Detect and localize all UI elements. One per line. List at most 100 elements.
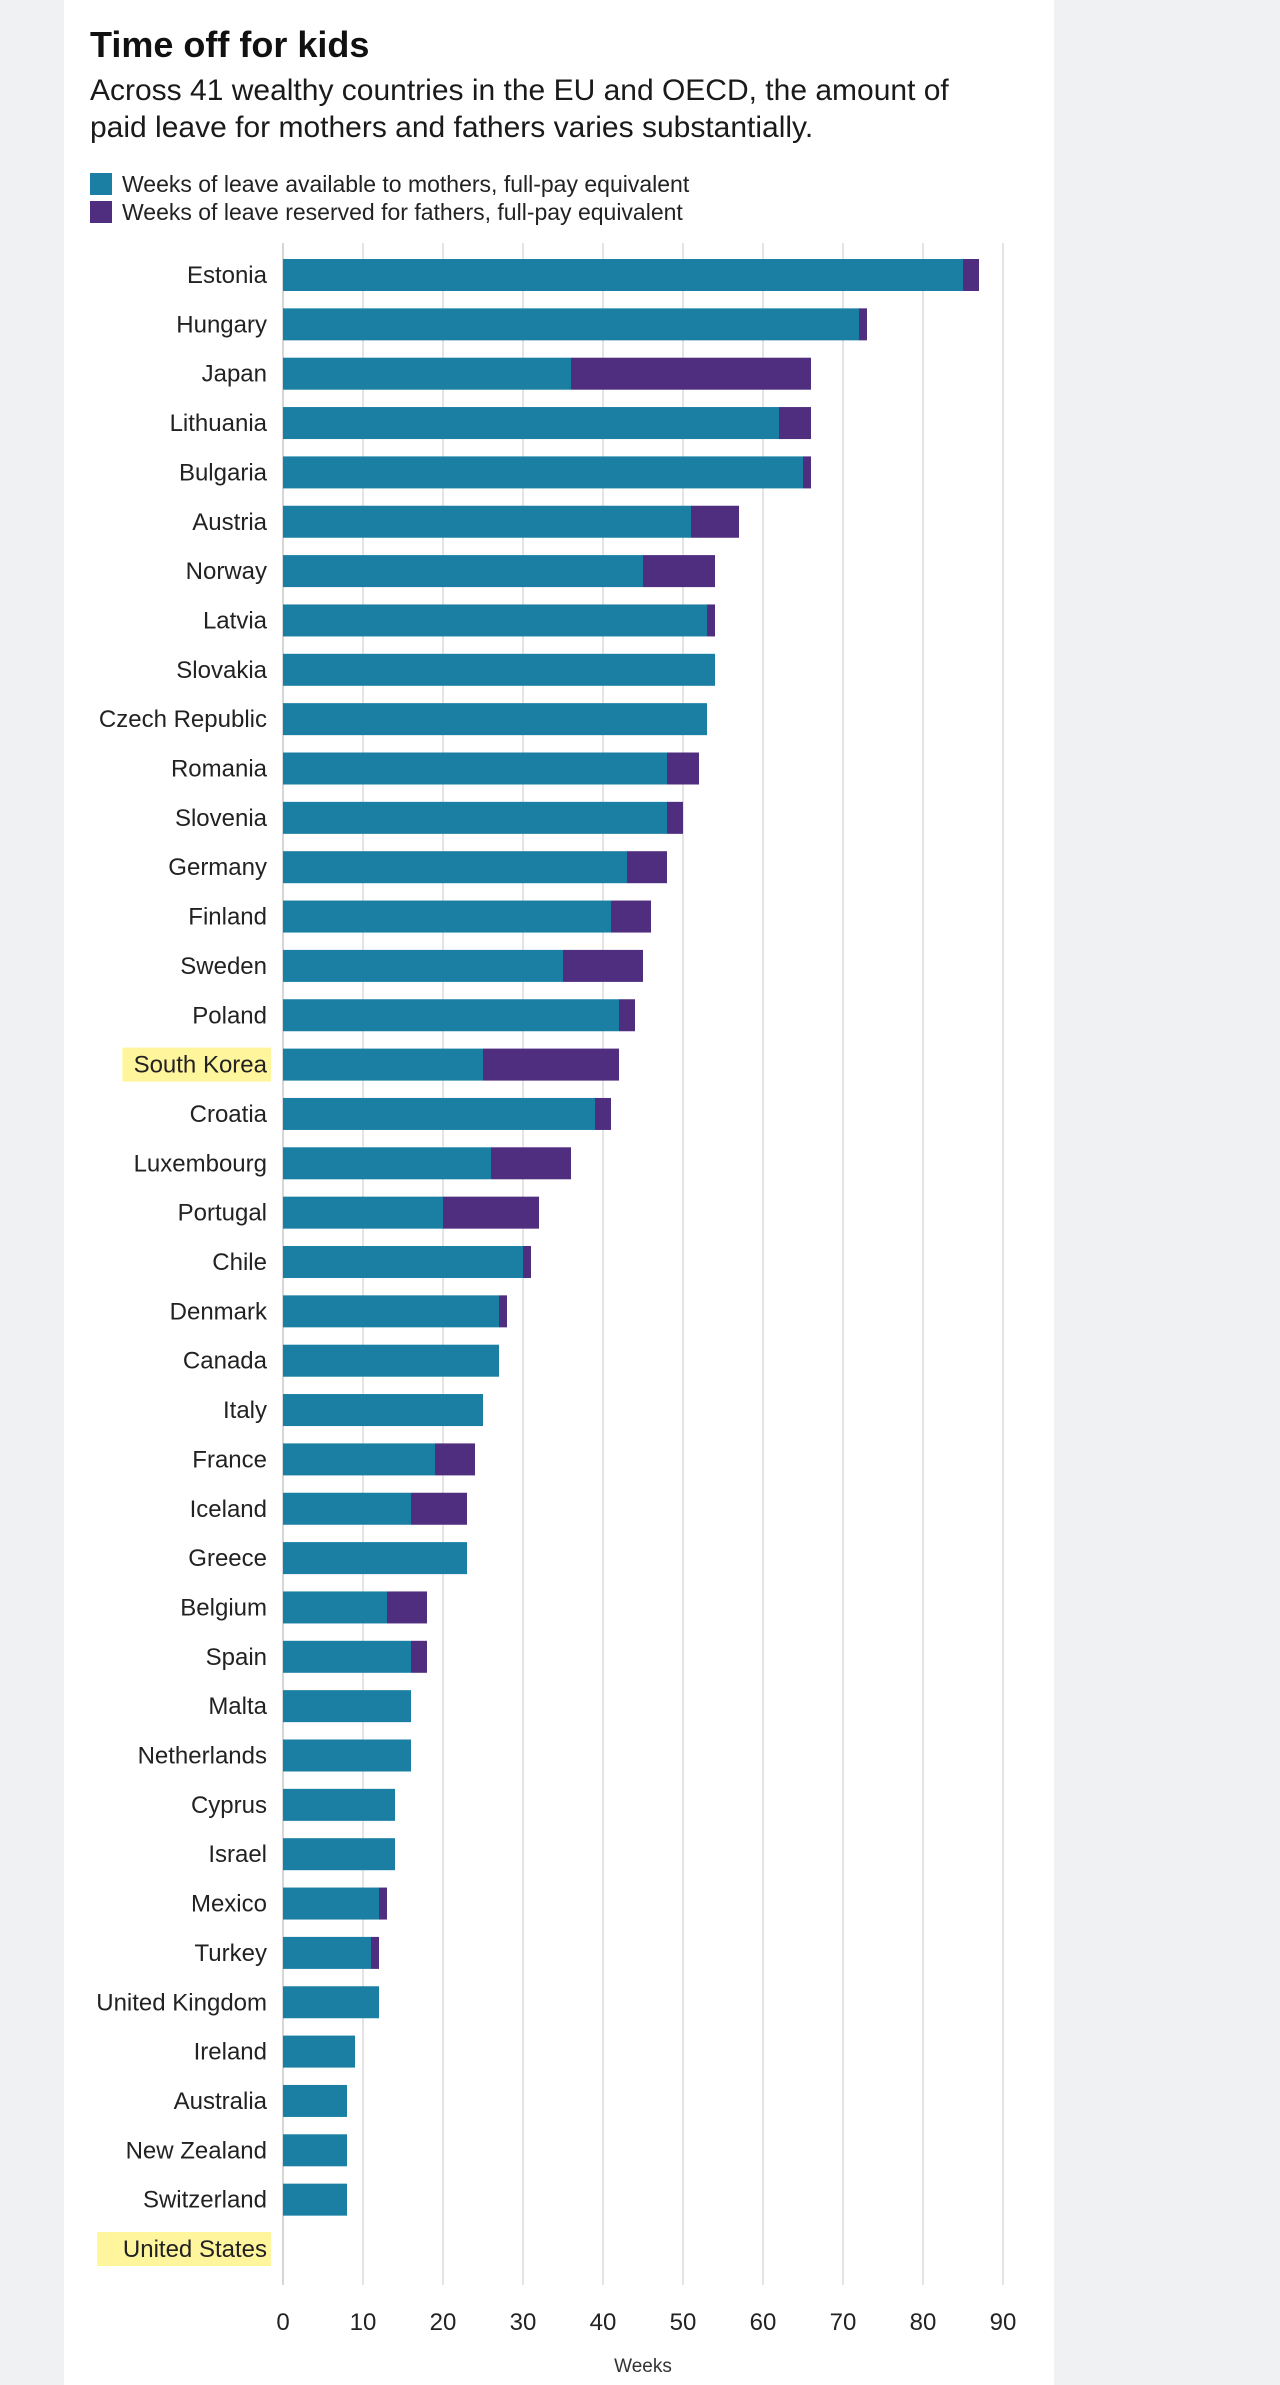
bar-mothers xyxy=(283,1394,483,1427)
chart-subtitle: Across 41 wealthy countries in the EU an… xyxy=(90,74,949,144)
legend-swatch-mothers xyxy=(90,173,112,195)
category-label: Hungary xyxy=(176,311,267,338)
category-label: Romania xyxy=(171,756,268,783)
category-label: Finland xyxy=(188,904,267,931)
bar-mothers xyxy=(283,1936,371,1969)
category-highlight xyxy=(122,1047,272,1082)
bar-fathers xyxy=(779,407,811,440)
bar-mothers xyxy=(283,357,571,390)
category-label: United Kingdom xyxy=(96,1989,267,2016)
category-label: South Korea xyxy=(134,1052,268,1079)
category-label: Australia xyxy=(174,2088,268,2115)
bar-mothers xyxy=(283,752,667,785)
bar-mothers xyxy=(283,1246,523,1278)
category-label: Switzerland xyxy=(143,2187,267,2214)
bar-mothers xyxy=(283,999,619,1032)
bar-mothers xyxy=(283,1492,411,1525)
bar-mothers xyxy=(283,900,611,933)
chart-legend: Weeks of leave available to mothers, ful… xyxy=(90,170,689,226)
x-tick-label: 0 xyxy=(276,2309,289,2336)
bar-fathers xyxy=(483,1048,619,1081)
bar-mothers xyxy=(283,2134,347,2167)
bar-mothers xyxy=(283,456,803,489)
bar-fathers xyxy=(435,1443,475,1476)
bar-fathers xyxy=(611,900,651,933)
bar-fathers xyxy=(443,1196,539,1229)
category-label: Greece xyxy=(188,1545,267,1572)
category-label: Cyprus xyxy=(191,1792,267,1819)
category-label: Belgium xyxy=(180,1594,267,1621)
category-label: Canada xyxy=(183,1348,268,1375)
category-label: Israel xyxy=(208,1841,267,1868)
category-label: Iceland xyxy=(190,1496,267,1523)
bar-mothers xyxy=(283,851,627,884)
bar-fathers xyxy=(627,851,667,884)
bar-fathers xyxy=(411,1640,427,1673)
category-label: Czech Republic xyxy=(99,706,267,733)
bar-fathers xyxy=(387,1591,427,1624)
category-label: Estonia xyxy=(187,262,268,289)
bar-fathers xyxy=(571,357,811,390)
category-label: Malta xyxy=(208,1693,267,1720)
bar-fathers xyxy=(371,1936,379,1969)
x-tick-label: 90 xyxy=(990,2309,1017,2336)
bar-mothers xyxy=(283,1838,395,1871)
category-label: Slovakia xyxy=(176,657,267,684)
legend-swatch-fathers xyxy=(90,201,112,223)
category-label: Germany xyxy=(168,854,267,881)
category-label: Turkey xyxy=(195,1940,267,1967)
bar-mothers xyxy=(283,259,963,291)
category-label: United States xyxy=(123,2236,267,2263)
bar-mothers xyxy=(283,505,691,538)
bar-mothers xyxy=(283,407,779,440)
category-label: Lithuania xyxy=(170,410,268,437)
category-labels: Estonia Hungary Japan Lithuania Bulgaria Aust… xyxy=(96,262,272,2266)
category-label: Portugal xyxy=(178,1200,267,1227)
bar-mothers xyxy=(283,1542,467,1575)
category-label: Spain xyxy=(206,1644,267,1671)
x-tick-label: 60 xyxy=(750,2309,777,2336)
bar-mothers xyxy=(283,1887,379,1920)
x-axis: 0 10 20 30 40 50 60 70 80 90 Weeks xyxy=(276,2309,1016,2377)
bar-fathers xyxy=(379,1887,387,1920)
bar-mothers xyxy=(283,653,715,686)
category-label: Mexico xyxy=(191,1891,267,1918)
bars xyxy=(283,259,979,2216)
x-tick-label: 10 xyxy=(350,2309,377,2336)
bar-mothers xyxy=(283,1591,387,1624)
bar-mothers xyxy=(283,703,707,736)
bar-fathers xyxy=(963,259,979,291)
category-label: Bulgaria xyxy=(179,459,268,486)
legend-item-mothers: Weeks of leave available to mothers, ful… xyxy=(90,170,689,198)
bar-mothers xyxy=(283,2084,347,2117)
bar-mothers xyxy=(283,1344,499,1377)
category-label: Latvia xyxy=(203,607,268,634)
category-label: Denmark xyxy=(170,1298,268,1325)
bar-fathers xyxy=(563,949,643,982)
bar-fathers xyxy=(667,752,699,785)
bar-mothers xyxy=(283,308,859,341)
bar-mothers xyxy=(283,2183,347,2216)
bar-fathers xyxy=(499,1295,507,1328)
bar-fathers xyxy=(411,1492,467,1525)
category-label: Slovenia xyxy=(175,805,268,832)
legend-item-fathers: Weeks of leave reserved for fathers, ful… xyxy=(90,198,689,226)
bar-mothers xyxy=(283,2035,355,2068)
bar-mothers xyxy=(283,1739,411,1772)
category-label: New Zealand xyxy=(126,2137,267,2164)
category-label: Ireland xyxy=(194,2039,267,2066)
legend-label-mothers: Weeks of leave available to mothers, ful… xyxy=(122,170,690,197)
category-label: Norway xyxy=(186,558,267,585)
bar-mothers xyxy=(283,555,643,588)
category-highlight xyxy=(97,2232,271,2266)
bar-fathers xyxy=(643,555,715,588)
bar-mothers xyxy=(283,1640,411,1673)
bar-fathers xyxy=(619,999,635,1032)
bar-fathers xyxy=(803,456,811,489)
x-tick-label: 40 xyxy=(590,2309,617,2336)
x-tick-label: 50 xyxy=(670,2309,697,2336)
bar-fathers xyxy=(491,1147,571,1180)
category-label: Austria xyxy=(192,509,267,536)
chart-title: Time off for kids xyxy=(90,24,370,65)
category-label: France xyxy=(192,1446,267,1473)
